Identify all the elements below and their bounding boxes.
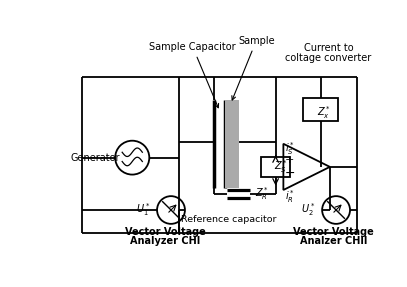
Text: −: − — [284, 167, 295, 180]
Text: $Z_R^*$: $Z_R^*$ — [255, 185, 269, 202]
Bar — [225, 100, 239, 189]
Text: Current to: Current to — [304, 43, 353, 53]
Text: $i_S^*$: $i_S^*$ — [285, 140, 295, 157]
Text: Reference capacitor: Reference capacitor — [182, 215, 277, 224]
Text: Analzer CHII: Analzer CHII — [300, 236, 368, 246]
Text: $U_2^*$: $U_2^*$ — [301, 201, 315, 218]
Text: Vector Voltage: Vector Voltage — [293, 226, 374, 236]
Text: Vector Voltage: Vector Voltage — [125, 226, 206, 236]
Text: $i_R^*$: $i_R^*$ — [285, 188, 295, 205]
Text: coltage converter: coltage converter — [285, 53, 372, 63]
Text: $Z_x^*$: $Z_x^*$ — [317, 104, 332, 121]
Text: +: + — [285, 155, 294, 165]
Text: $U_1^*$: $U_1^*$ — [136, 201, 150, 218]
Bar — [303, 98, 338, 121]
Text: Sample Capacitor: Sample Capacitor — [149, 42, 236, 108]
Text: Analyzer CHI: Analyzer CHI — [131, 236, 201, 246]
Bar — [261, 157, 290, 177]
Text: Sample: Sample — [232, 36, 275, 100]
Text: Generator: Generator — [70, 153, 120, 163]
Text: $Z_S^*$: $Z_S^*$ — [274, 158, 288, 175]
